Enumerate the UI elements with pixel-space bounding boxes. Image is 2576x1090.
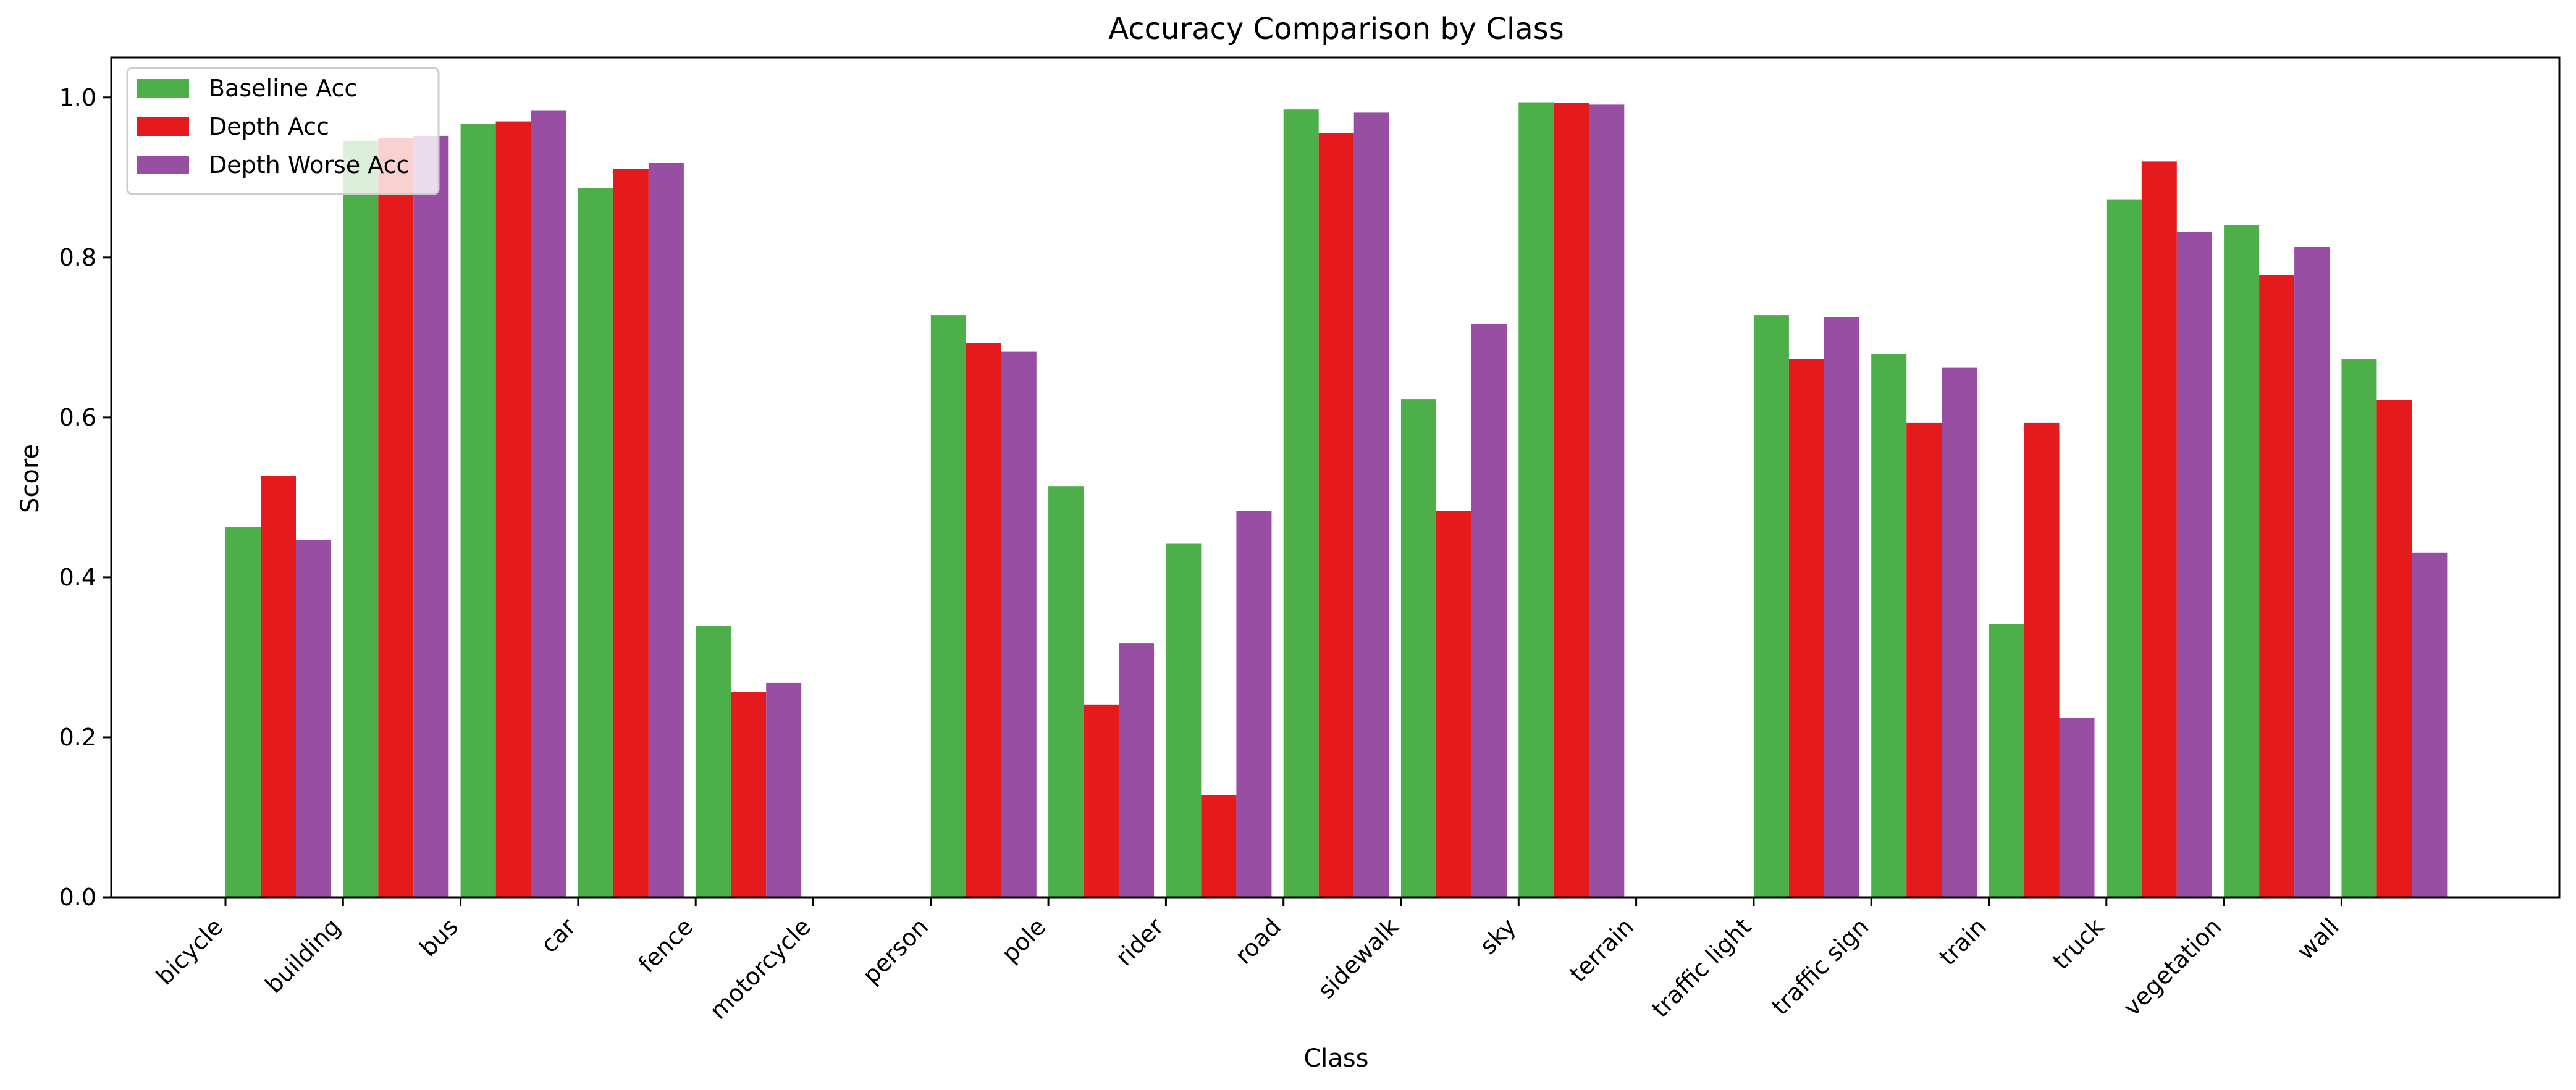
legend-swatch	[137, 79, 189, 98]
legend-label: Baseline Acc	[209, 75, 357, 102]
bar	[1518, 102, 1554, 897]
bar	[731, 692, 767, 897]
bar	[1436, 511, 1471, 897]
bar	[261, 476, 296, 897]
bar	[2176, 232, 2212, 897]
y-tick-label: 1.0	[59, 84, 96, 111]
bar	[2412, 552, 2448, 897]
legend-label: Depth Acc	[209, 113, 329, 140]
bar	[1048, 486, 1084, 897]
y-axis-label: Score	[16, 444, 44, 513]
bar	[1554, 103, 1589, 897]
y-tick-label: 0.6	[59, 404, 96, 431]
bar	[1471, 324, 1507, 897]
bar	[296, 540, 331, 897]
legend-frame	[126, 67, 440, 195]
bar	[696, 626, 731, 897]
bar	[2141, 161, 2177, 897]
bar	[613, 169, 649, 897]
bar	[648, 163, 684, 897]
bar	[578, 188, 613, 898]
y-axis: 0.0 0.2 0.4 0.6 0.8 1.0	[59, 84, 111, 911]
bar	[1989, 624, 2024, 897]
bar	[1119, 643, 1155, 897]
bar	[225, 527, 261, 897]
legend: Baseline Acc Depth Acc Depth Worse Acc	[126, 67, 440, 195]
y-tick-label: 0.4	[59, 564, 96, 591]
x-axis-label: Class	[1303, 1044, 1368, 1073]
bar	[1084, 704, 1119, 897]
legend-swatch	[137, 156, 189, 174]
bar	[531, 110, 566, 897]
y-tick-label: 0.8	[59, 244, 96, 271]
bar	[1001, 351, 1037, 897]
chart-title: Accuracy Comparison by Class	[1108, 12, 1564, 46]
bar	[2376, 400, 2412, 897]
bar	[2106, 199, 2142, 898]
bar	[2259, 275, 2295, 897]
bar	[1401, 399, 1436, 897]
bar	[1906, 422, 1942, 897]
bar	[2294, 247, 2330, 897]
bar	[966, 343, 1001, 897]
bar	[343, 140, 379, 898]
bar	[766, 682, 802, 897]
bar	[1283, 109, 1319, 898]
bar	[2224, 225, 2260, 897]
bar	[1753, 315, 1789, 898]
bar	[2059, 718, 2095, 897]
bar	[1589, 104, 1625, 897]
bar	[1353, 112, 1389, 897]
y-tick-label: 0.2	[59, 724, 96, 751]
bar	[1236, 511, 1272, 897]
plot-area-frame	[110, 56, 2561, 899]
y-tick-label: 0.0	[59, 884, 96, 911]
bar	[1201, 795, 1237, 897]
bar	[413, 135, 449, 897]
bar	[930, 315, 966, 898]
bar	[1824, 317, 1859, 897]
bar	[1942, 367, 1977, 897]
bar	[495, 121, 531, 898]
legend-label: Depth Worse Acc	[209, 151, 409, 178]
bar	[1166, 543, 1202, 897]
bar	[2341, 359, 2377, 897]
bar	[460, 124, 496, 897]
bar	[378, 138, 414, 897]
bars-layer	[225, 102, 2448, 898]
bar	[1788, 359, 1824, 897]
bar	[1871, 354, 1907, 897]
bar	[2024, 422, 2060, 897]
legend-swatch	[137, 117, 189, 136]
bar	[1318, 133, 1354, 897]
